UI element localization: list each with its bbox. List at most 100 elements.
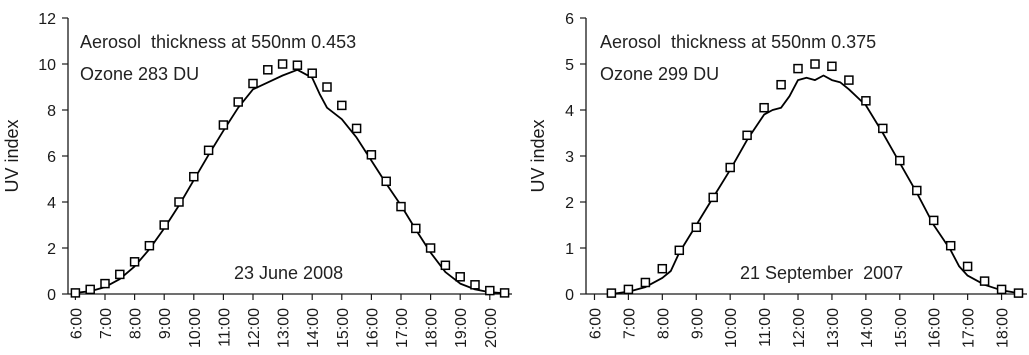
data-point-marker xyxy=(189,171,199,182)
data-point-marker xyxy=(277,59,288,69)
data-point-marker xyxy=(657,263,668,274)
data-point-marker xyxy=(499,288,510,298)
x-tick-label: 17:00 xyxy=(394,308,411,348)
x-tick-label: 11:00 xyxy=(216,308,233,347)
data-point-marker xyxy=(411,223,421,234)
chart-annotation: 23 June 2008 xyxy=(234,263,343,283)
data-point-marker xyxy=(861,96,871,106)
x-tick-label: 14:00 xyxy=(305,308,322,348)
data-point-marker xyxy=(470,280,480,290)
x-tick-label: 15:00 xyxy=(893,308,910,348)
x-tick-label: 20:00 xyxy=(483,308,500,348)
y-tick-label: 10 xyxy=(38,57,56,74)
data-point-marker xyxy=(759,102,769,113)
x-tick-label: 9:00 xyxy=(157,308,174,339)
data-point-marker xyxy=(878,123,888,134)
chart-annotation: Aerosol thickness at 550nm 0.453 xyxy=(80,32,356,52)
series-line xyxy=(611,74,1019,295)
x-tick-label: 10:00 xyxy=(723,308,740,348)
data-point-marker xyxy=(366,150,377,160)
data-point-marker xyxy=(307,68,317,78)
y-tick-label: 4 xyxy=(565,103,574,120)
x-tick-label: 10:00 xyxy=(187,308,204,348)
x-tick-label: 15:00 xyxy=(335,308,352,348)
data-point-marker xyxy=(895,155,905,166)
data-point-marker xyxy=(674,245,685,256)
y-tick-label: 0 xyxy=(47,287,56,304)
data-point-marker xyxy=(85,284,95,295)
data-point-marker xyxy=(322,82,332,92)
y-tick-label: 2 xyxy=(565,195,574,212)
data-point-marker xyxy=(381,176,391,187)
data-point-marker xyxy=(691,222,702,233)
data-point-marker xyxy=(979,276,990,286)
x-tick-label: 11:00 xyxy=(757,308,774,347)
data-point-marker xyxy=(945,240,956,251)
data-point-marker xyxy=(233,97,243,107)
data-point-marker xyxy=(129,257,140,267)
data-point-marker xyxy=(623,284,634,295)
chart-left: 0 2 4 6 8 10 12 6:00 7:00 8:00 9:00 10:00 11:00 12:00… xyxy=(2,11,512,348)
data-point-marker xyxy=(248,78,258,89)
x-tick-label: 6:00 xyxy=(587,308,604,339)
data-point-marker xyxy=(159,220,169,230)
data-point-marker xyxy=(485,285,495,296)
data-point-marker xyxy=(115,269,125,280)
data-point-marker xyxy=(928,215,939,226)
data-point-marker xyxy=(725,162,735,173)
x-tick-label: 7:00 xyxy=(621,308,638,339)
data-point-marker xyxy=(174,197,184,207)
x-tick-label: 6:00 xyxy=(68,308,85,339)
x-tick-label: 8:00 xyxy=(655,308,672,339)
data-point-marker xyxy=(996,284,1007,295)
x-tick-label: 7:00 xyxy=(98,308,115,339)
y-tick-label: 2 xyxy=(47,241,56,258)
y-tick-label: 8 xyxy=(47,103,56,120)
y-axis-title: UV index xyxy=(528,119,548,192)
data-point-marker xyxy=(396,201,406,212)
data-point-marker xyxy=(962,261,973,272)
data-point-marker xyxy=(810,59,820,69)
y-tick-label: 6 xyxy=(565,11,574,28)
data-point-marker xyxy=(708,192,718,203)
data-point-marker xyxy=(144,240,155,251)
y-tick-label: 4 xyxy=(47,195,56,212)
data-point-marker xyxy=(425,243,436,253)
data-point-marker xyxy=(606,288,617,298)
x-tick-label: 13:00 xyxy=(276,308,293,348)
data-point-marker xyxy=(1013,288,1024,298)
x-tick-label: 9:00 xyxy=(689,308,706,339)
data-point-marker xyxy=(640,277,651,288)
data-point-marker xyxy=(203,145,214,156)
data-point-marker xyxy=(100,278,110,289)
x-tick-label: 16:00 xyxy=(364,308,381,348)
series-line xyxy=(75,68,505,295)
x-tick-label: 12:00 xyxy=(791,308,808,348)
x-tick-label: 13:00 xyxy=(825,308,842,348)
data-point-marker xyxy=(337,100,347,111)
data-point-marker xyxy=(351,123,362,134)
x-tick-label: 12:00 xyxy=(246,308,263,348)
data-point-marker xyxy=(742,130,752,141)
y-tick-label: 6 xyxy=(47,149,56,166)
data-point-marker xyxy=(263,65,273,75)
x-tick-label: 17:00 xyxy=(961,308,978,348)
chart-annotation: 21 September 2007 xyxy=(740,263,903,283)
y-tick-label: 0 xyxy=(565,287,574,304)
x-tick-label: 19:00 xyxy=(453,308,470,348)
y-tick-label: 5 xyxy=(565,57,574,74)
data-point-marker xyxy=(912,185,922,196)
data-point-marker xyxy=(440,260,451,271)
x-tick-label: 14:00 xyxy=(859,308,876,348)
data-point-marker xyxy=(455,272,465,282)
y-tick-label: 12 xyxy=(38,11,56,28)
data-point-marker xyxy=(827,61,837,72)
x-tick-label: 16:00 xyxy=(927,308,944,348)
data-point-marker xyxy=(844,75,854,85)
data-point-marker xyxy=(793,63,803,74)
chart-right: 0 1 2 3 4 5 6 6:00 7:00 8:00 9:00 10:00 11:00 12:00 13… xyxy=(528,11,1027,348)
x-tick-label: 8:00 xyxy=(128,308,145,339)
data-point-marker xyxy=(776,79,786,90)
data-point-marker xyxy=(218,120,229,130)
